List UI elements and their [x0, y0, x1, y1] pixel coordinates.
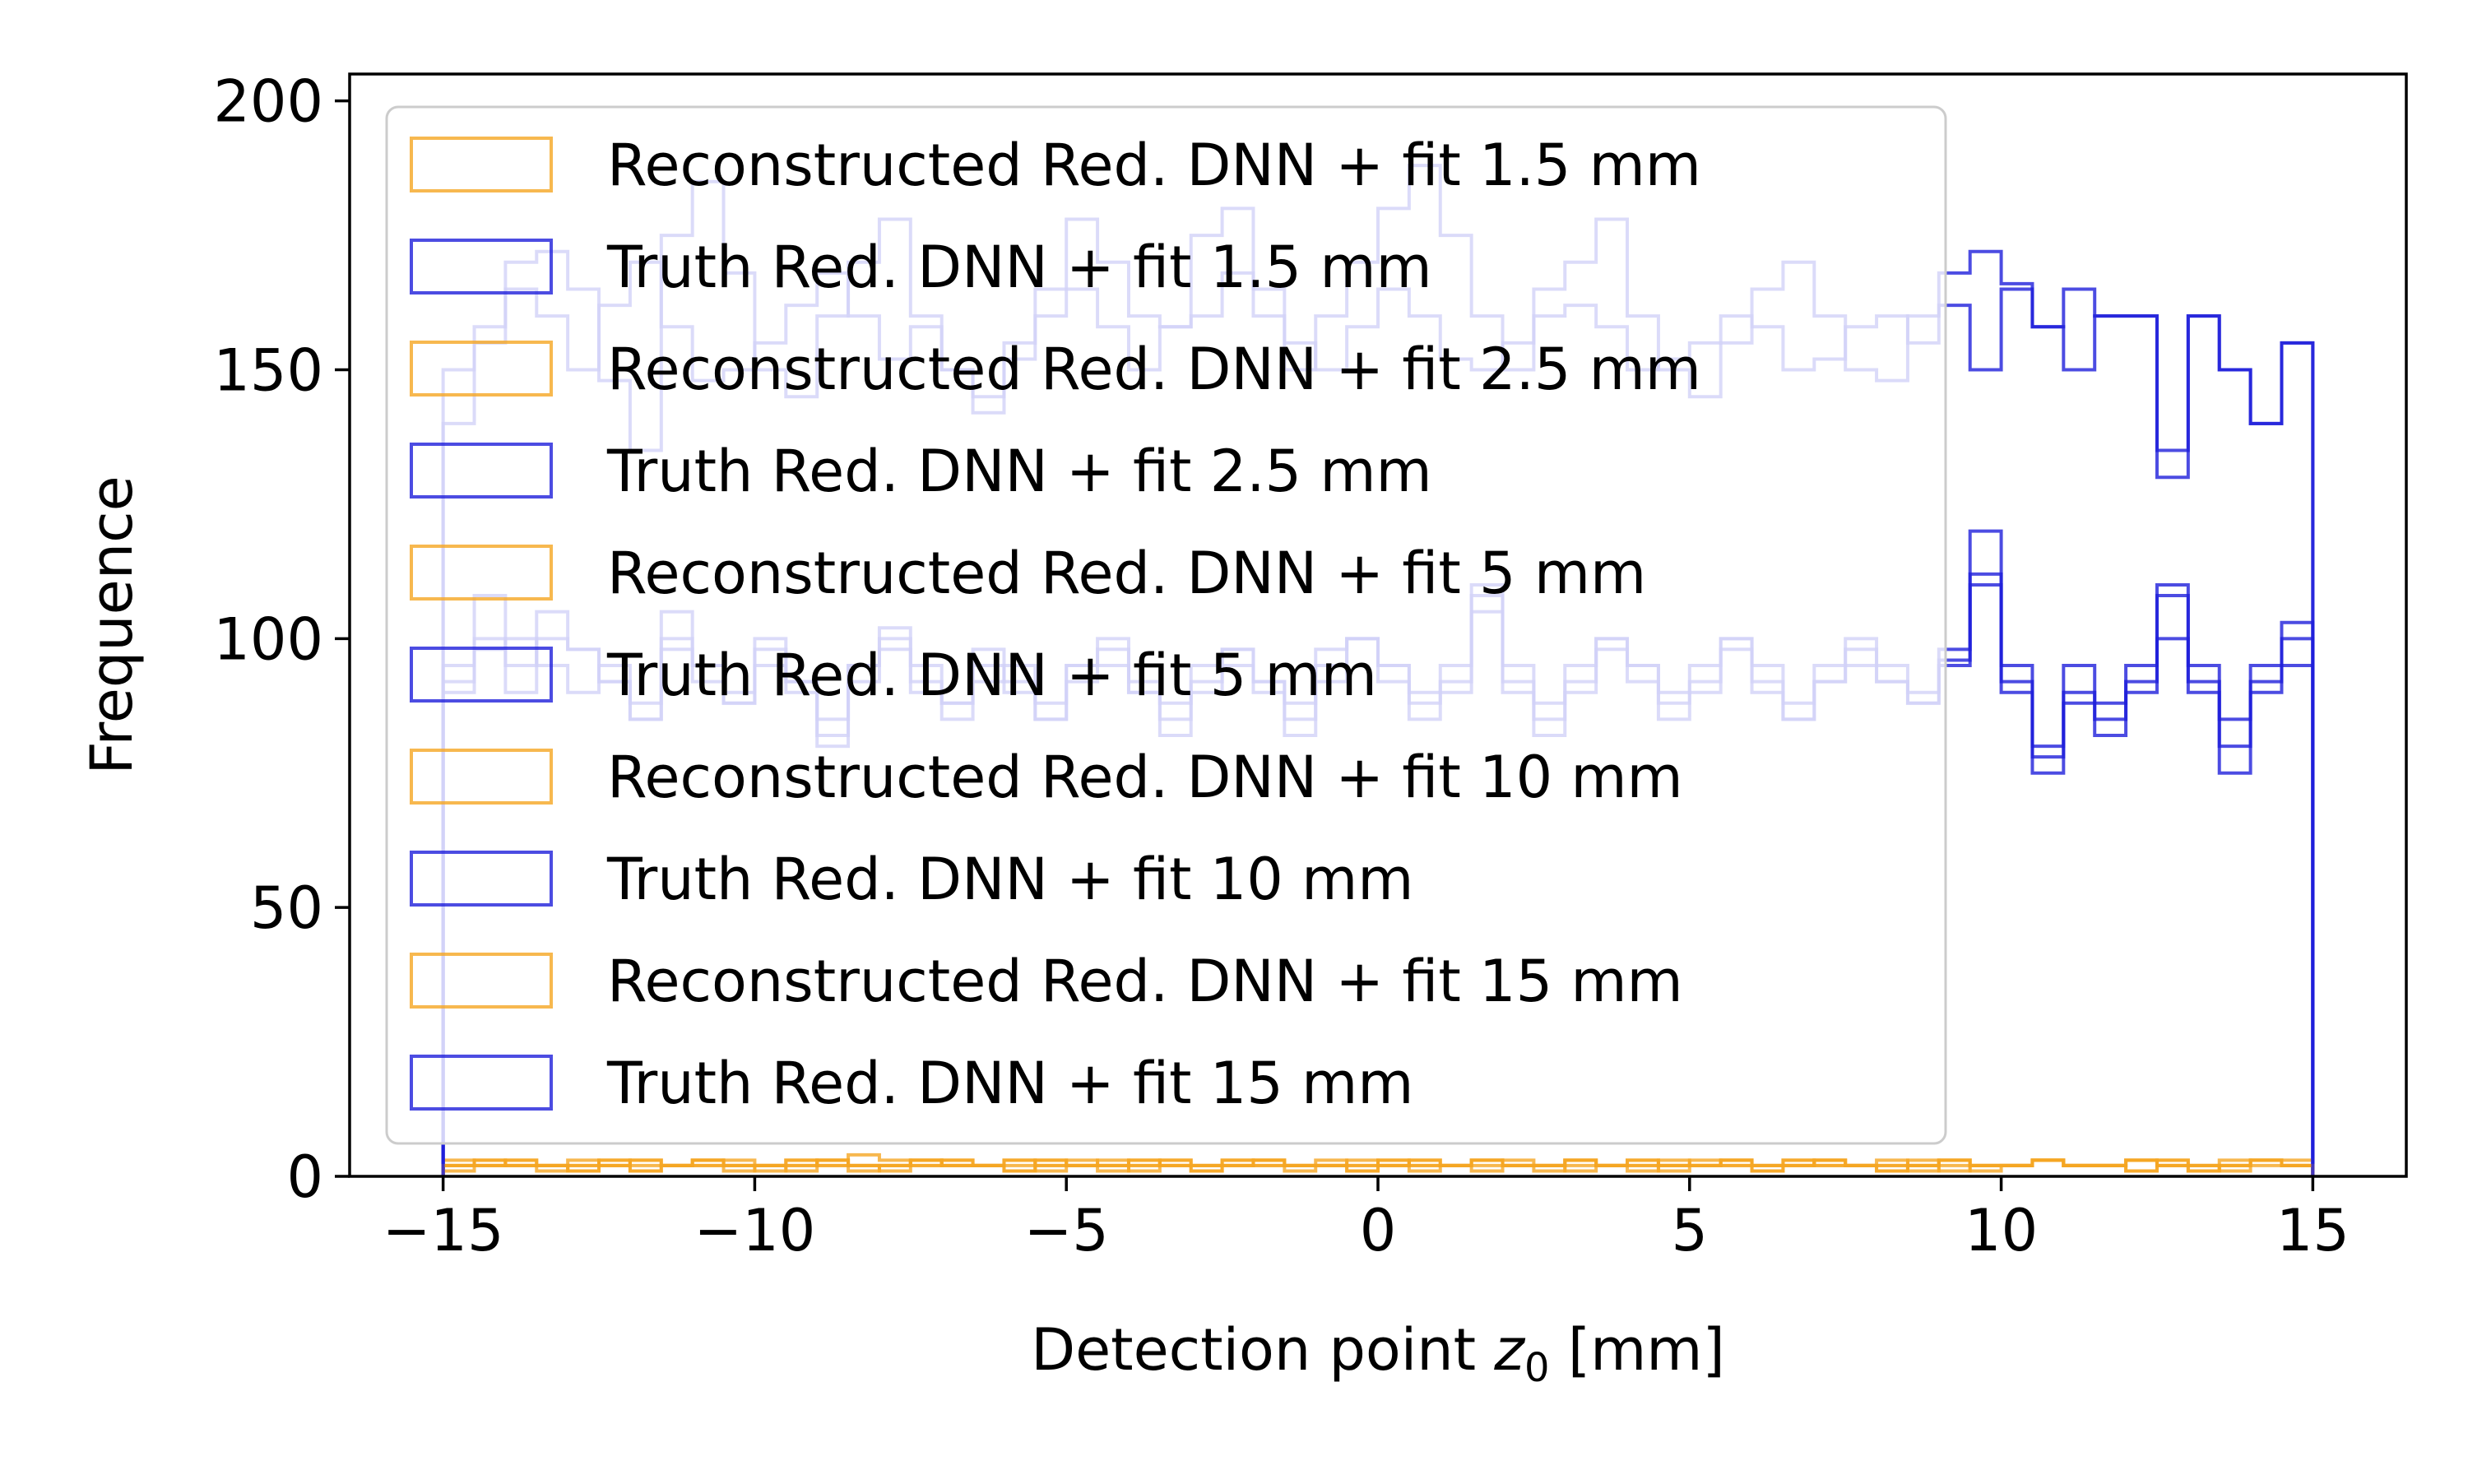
y-tick-label: 200	[213, 68, 323, 136]
y-tick-label: 0	[286, 1143, 323, 1211]
x-axis-label-unit: [mm]	[1550, 1316, 1725, 1384]
legend-label: Reconstructed Red. DNN + fit 5 mm	[607, 540, 1646, 607]
y-tick-label: 150	[213, 337, 323, 405]
legend: Reconstructed Red. DNN + fit 1.5 mm Truth…	[385, 105, 1947, 1145]
legend-swatch	[410, 137, 553, 192]
legend-swatch	[410, 953, 553, 1009]
x-tick-label: 15	[2276, 1197, 2350, 1264]
x-tick-label: −15	[383, 1197, 504, 1264]
legend-label: Reconstructed Red. DNN + fit 2.5 mm	[607, 336, 1701, 403]
x-axis-label: Detection point z0 [mm]	[1031, 1316, 1725, 1391]
legend-swatch	[410, 1055, 553, 1111]
legend-swatch	[410, 239, 553, 294]
y-tick-label: 100	[213, 605, 323, 673]
x-axis: −15 −10 −5 0 5 10 15	[383, 1176, 2350, 1264]
y-axis: 0 50 100 150 200	[213, 68, 350, 1211]
x-axis-label-text: Detection point	[1031, 1316, 1494, 1384]
legend-label: Truth Red. DNN + fit 10 mm	[606, 846, 1413, 913]
legend-swatch	[410, 647, 553, 703]
x-tick-label: 10	[1965, 1197, 2038, 1264]
legend-label: Truth Red. DNN + fit 15 mm	[606, 1050, 1413, 1117]
x-tick-label: −10	[694, 1197, 816, 1264]
legend-swatch	[410, 851, 553, 907]
legend-label: Truth Red. DNN + fit 2.5 mm	[606, 438, 1432, 505]
legend-label: Truth Red. DNN + fit 5 mm	[606, 642, 1377, 709]
legend-label: Reconstructed Red. DNN + fit 10 mm	[607, 744, 1683, 811]
x-axis-label-subscript: 0	[1524, 1345, 1550, 1391]
y-axis-label: Frequence	[78, 475, 146, 774]
legend-label: Reconstructed Red. DNN + fit 1.5 mm	[607, 132, 1701, 199]
series-9-step	[441, 1158, 2315, 1176]
legend-label: Truth Red. DNN + fit 1.5 mm	[606, 234, 1432, 301]
legend-swatch	[410, 545, 553, 601]
x-tick-label: 0	[1360, 1197, 1397, 1264]
legend-box	[385, 105, 1947, 1145]
x-tick-label: 5	[1672, 1197, 1709, 1264]
legend-swatch	[410, 749, 553, 805]
legend-swatch	[410, 341, 553, 397]
legend-swatch	[410, 443, 553, 499]
x-axis-label-variable: z	[1493, 1316, 1526, 1384]
x-tick-label: −5	[1024, 1197, 1109, 1264]
y-tick-label: 50	[250, 874, 323, 942]
legend-label: Reconstructed Red. DNN + fit 15 mm	[607, 948, 1683, 1015]
